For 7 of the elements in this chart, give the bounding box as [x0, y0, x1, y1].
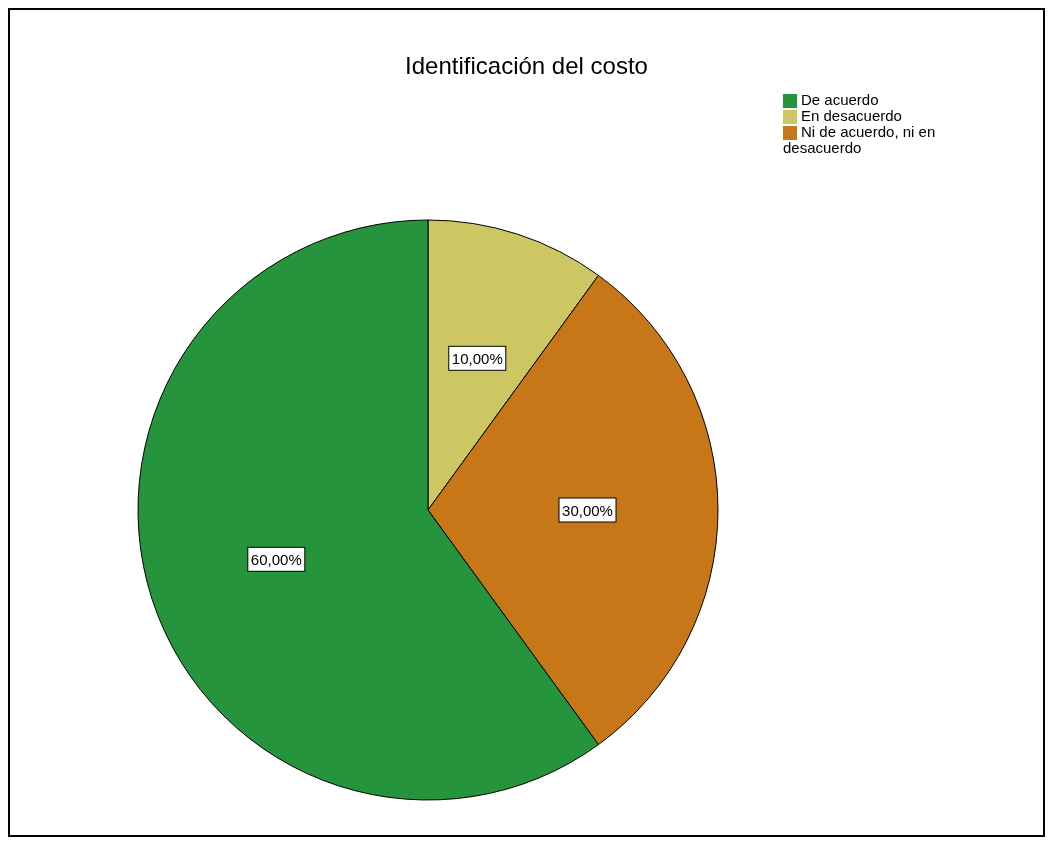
- data-label: 10,00%: [451, 349, 503, 367]
- chart-title: Identificación del costo: [404, 52, 649, 80]
- legend-label: En desacuerdo: [801, 107, 902, 125]
- legend-label: Ni de acuerdo, ni en desacuerdo: [783, 123, 936, 157]
- legend-label: De acuerdo: [801, 91, 879, 108]
- data-label: 60,00%: [250, 550, 302, 568]
- data-label: 30,00%: [562, 501, 613, 519]
